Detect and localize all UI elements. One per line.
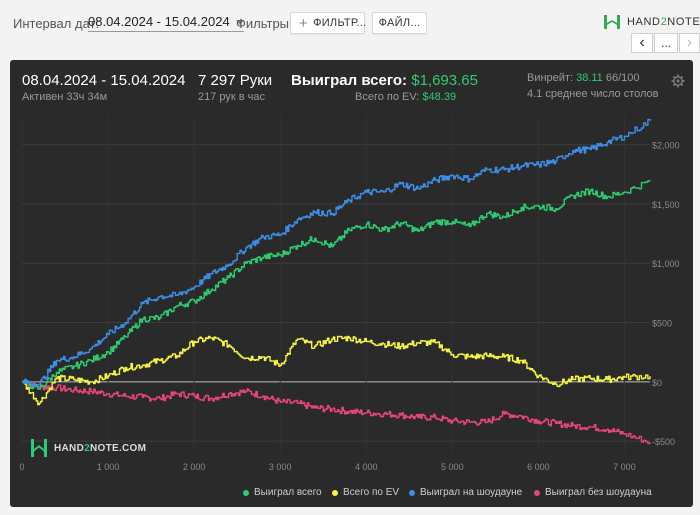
legend-non-showdown-marker bbox=[534, 489, 540, 496]
hand2note-watermark: HAND2NOTE.COM bbox=[30, 438, 146, 458]
y-tick-label: $1,000 bbox=[652, 259, 680, 269]
watermark-prefix: HAND bbox=[54, 442, 85, 454]
ev-total-value: $48.39 bbox=[422, 91, 457, 103]
nav-next-button[interactable]: › bbox=[679, 33, 700, 53]
filter-button-label: ФИЛЬТР... bbox=[313, 17, 367, 29]
y-tick-label: $0 bbox=[652, 378, 662, 388]
x-tick-label: 2 000 bbox=[183, 462, 206, 472]
more-icon: ... bbox=[660, 36, 671, 50]
x-tick-label: 7 000 bbox=[613, 462, 636, 472]
summary-ev-total: Всего по EV: $48.39 bbox=[355, 91, 456, 103]
summary-date-range: 08.04.2024 - 15.04.2024 bbox=[22, 72, 186, 89]
legend-won-marker bbox=[243, 489, 249, 496]
profit-chart: -$500 $0 $500 $1,000 $1,500 $2,000 0 1 000 2 000… bbox=[19, 115, 680, 472]
file-button-label: ФАЙЛ... bbox=[378, 17, 421, 29]
legend-item-showdown[interactable]: Выиграл на шоудауне bbox=[409, 487, 522, 498]
legend-showdown-marker bbox=[409, 489, 415, 496]
summary-won-total: Выиграл всего: $1,693.65 bbox=[291, 72, 478, 89]
x-tick-label: 1 000 bbox=[97, 462, 120, 472]
y-tick-label: $1,500 bbox=[652, 200, 680, 210]
gear-icon[interactable] bbox=[671, 74, 685, 88]
hand2note-watermark-icon bbox=[31, 439, 47, 457]
summary-hands: 7 297 Руки bbox=[198, 72, 273, 89]
watermark-suffix: NOTE.COM bbox=[89, 442, 147, 454]
logo-text-two: 2 bbox=[660, 16, 668, 28]
y-tick-label: -$500 bbox=[652, 437, 675, 447]
summary-winrate: Винрейт: 38.11 66/100 bbox=[527, 72, 640, 84]
legend-ev-label: Всего по EV bbox=[343, 487, 400, 498]
winrate-unit: 66/100 bbox=[605, 72, 640, 84]
y-tick-label: $500 bbox=[652, 319, 672, 329]
summary-active-time: Активен 33ч 34м bbox=[22, 91, 108, 103]
legend-showdown-label: Выиграл на шоудауне bbox=[420, 487, 523, 498]
x-tick-label: 5 000 bbox=[441, 462, 464, 472]
legend-item-non-showdown[interactable]: Выиграл без шоудауна bbox=[534, 487, 652, 498]
x-tick-label: 0 bbox=[19, 462, 24, 472]
toolbar: Интервал дат: 08.04.2024 - 15.04.2024 Фи… bbox=[0, 0, 700, 58]
legend-item-ev[interactable]: Всего по EV bbox=[332, 487, 399, 498]
x-tick-label: 4 000 bbox=[355, 462, 378, 472]
legend-ev-marker bbox=[332, 489, 338, 496]
chevron-right-icon: › bbox=[686, 34, 693, 51]
legend-won-label: Выиграл всего bbox=[254, 487, 322, 498]
chevron-left-icon: ‹ bbox=[639, 34, 645, 51]
winrate-value: 38.11 bbox=[576, 72, 603, 84]
chevron-down-icon bbox=[235, 20, 244, 25]
won-total-label: Выиграл всего: bbox=[291, 72, 408, 89]
y-tick-label: $2,000 bbox=[652, 141, 680, 151]
date-range-label: Интервал дат: bbox=[13, 16, 100, 31]
file-button[interactable]: ФАЙЛ... bbox=[372, 12, 427, 34]
x-tick-label: 3 000 bbox=[269, 462, 292, 472]
nav-more-button[interactable]: ... bbox=[654, 33, 678, 53]
nav-prev-button[interactable]: ‹ bbox=[631, 33, 653, 53]
series-line bbox=[22, 335, 651, 406]
filter-button[interactable]: + ФИЛЬТР... bbox=[290, 12, 367, 34]
logo-text-suffix: NOTE.COM bbox=[667, 16, 700, 28]
winrate-label: Винрейт: bbox=[527, 72, 574, 84]
x-tick-label: 6 000 bbox=[527, 462, 550, 472]
hand2note-logo-icon bbox=[604, 15, 620, 29]
summary-avg-tables: 4.1 среднее число столов bbox=[527, 88, 659, 100]
series-line bbox=[22, 381, 651, 445]
summary-hands-per-hour: 217 рук в час bbox=[198, 91, 266, 103]
legend-item-won[interactable]: Выиграл всего bbox=[243, 487, 322, 498]
date-range-value: 08.04.2024 - 15.04.2024 bbox=[88, 14, 230, 29]
ev-total-label: Всего по EV: bbox=[355, 91, 420, 103]
hand2note-logo: HAND2NOTE.COM bbox=[603, 14, 700, 30]
legend-non-showdown-label: Выиграл без шоудауна bbox=[545, 487, 652, 498]
watermark-two: 2 bbox=[84, 442, 90, 454]
plus-icon: + bbox=[299, 14, 309, 32]
date-range-select[interactable]: 08.04.2024 - 15.04.2024 bbox=[88, 14, 244, 32]
series-line bbox=[22, 118, 651, 388]
graph-panel: 08.04.2024 - 15.04.2024 Активен 33ч 34м … bbox=[10, 60, 693, 507]
won-total-value: $1,693.65 bbox=[411, 72, 478, 89]
logo-text-prefix: HAND bbox=[627, 16, 661, 28]
filters-label: Фильтры: bbox=[236, 16, 293, 31]
series-line bbox=[22, 180, 651, 390]
